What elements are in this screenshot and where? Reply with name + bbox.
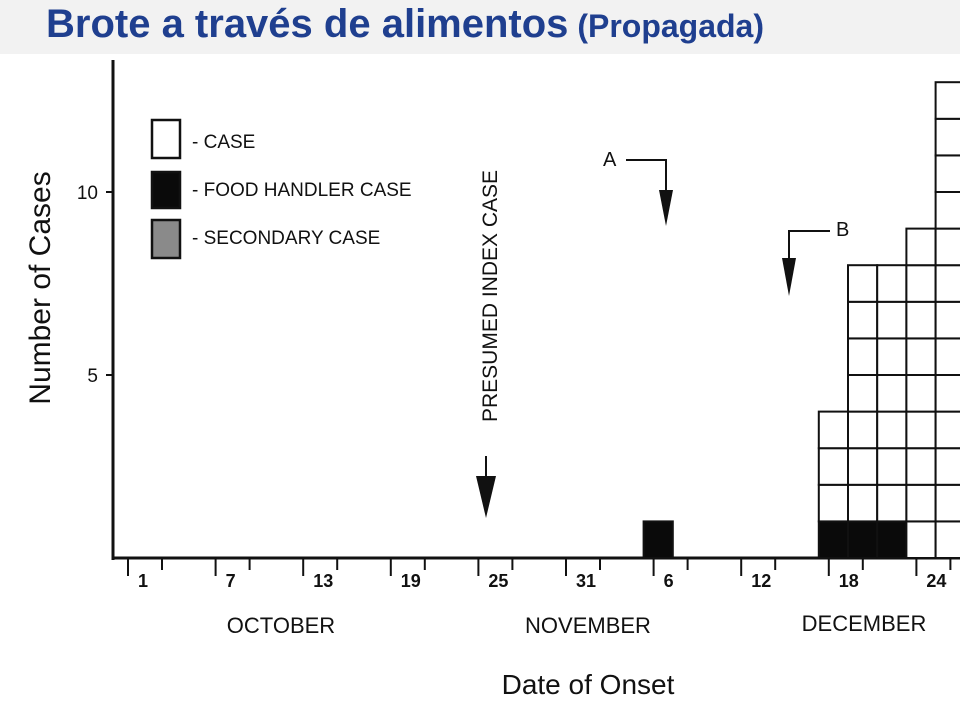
legend-swatch-food-handler [150,170,182,210]
annotation-index-case: PRESUMED INDEX CASE [476,170,502,518]
case-box [934,483,960,523]
case-box [934,447,960,486]
x-axis-label: Date of Onset [502,669,675,700]
y-tick-label: 5 [87,366,98,387]
x-tick-label: 25 [488,571,508,591]
case-box [934,520,960,560]
case-box [876,410,908,450]
month-label-december: DECEMBER [802,611,927,636]
case-box [876,374,908,413]
case-box [905,447,937,486]
y-axis-label: Number of Cases [24,171,57,404]
case-box [905,520,937,560]
title-main: Brote a través de alimentos [46,2,569,46]
x-tick-label: 12 [751,571,771,591]
annotation-b-label: B [836,219,849,241]
case-box [934,191,960,230]
axis-ticks: 5101713192531612182430612182 [77,183,952,591]
x-tick-label: 6 [664,571,674,591]
bar-group [642,81,960,560]
annotation-a-arrow-shaft [626,159,667,198]
case-box [934,264,960,303]
case-box [847,374,879,413]
food-box [817,520,849,560]
case-box [876,483,908,523]
case-box [934,227,960,267]
annotation-b-arrowhead [782,258,796,296]
x-tick-label: 31 [576,571,596,591]
case-box [934,337,960,376]
case-box [934,410,960,450]
title-bar: Brote a través de alimentos (Propagada) [0,0,960,54]
case-box [847,264,879,303]
annotation-index-case-label: PRESUMED INDEX CASE [479,170,502,422]
case-box [847,447,879,486]
case-box [817,410,849,450]
legend: - CASE - FOOD HANDLER CASE - SECONDARY C… [150,118,412,260]
title-parenthetical: (Propagada) [577,8,764,44]
food-box [876,520,908,560]
case-box [905,483,937,523]
case-box [934,117,960,157]
legend-label-food-handler: - FOOD HANDLER CASE [192,180,412,201]
case-box [817,447,849,486]
case-box [905,227,937,267]
case-box [905,337,937,376]
case-box [934,81,960,120]
annotation-b-arrow-shaft [788,230,830,266]
case-box [817,483,849,523]
x-tick-label: 24 [926,571,946,591]
legend-label-secondary: - SECONDARY CASE [192,228,380,249]
x-tick-label: 13 [313,571,333,591]
month-label-november: NOVEMBER [525,613,651,638]
food-box [642,520,674,560]
y-tick-label: 10 [77,183,98,204]
case-box [847,300,879,340]
case-box [876,337,908,376]
case-box [934,374,960,413]
x-tick-label: 7 [226,571,236,591]
case-box [905,264,937,303]
case-box [876,264,908,303]
case-box [847,483,879,523]
annotation-index-case-arrowhead [476,476,496,518]
case-box [847,410,879,450]
case-box [876,447,908,486]
legend-swatch-case [150,118,182,160]
case-box [905,300,937,340]
case-box [847,337,879,376]
annotation-a: A [603,149,673,226]
case-box [905,374,937,413]
x-tick-label: 19 [401,571,421,591]
case-box [934,300,960,340]
annotation-b: B [782,219,849,296]
legend-swatch-secondary [150,218,182,260]
annotation-a-label: A [603,149,617,171]
case-box [905,410,937,450]
annotation-a-arrowhead [659,190,673,226]
month-label-october: OCTOBER [227,613,335,638]
case-box [876,300,908,340]
case-box [934,154,960,193]
x-tick-label: 1 [138,571,148,591]
page-title: Brote a través de alimentos (Propagada) [46,2,764,47]
x-tick-label: 18 [839,571,859,591]
food-box [847,520,879,560]
legend-label-case: - CASE [192,132,255,153]
